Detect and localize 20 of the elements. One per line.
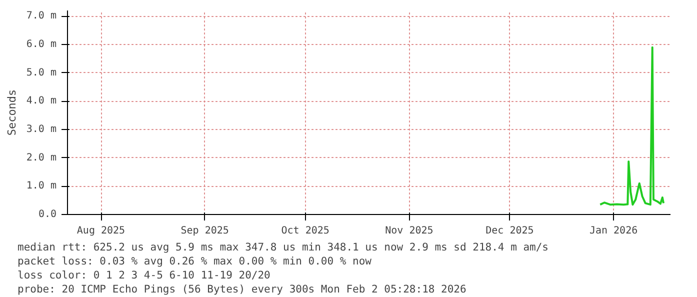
line-series <box>599 46 665 206</box>
y-tick-label: 3.0 m <box>26 124 57 135</box>
text: loss color: 0 1 2 3 4-5 6-10 11-19 20/20 <box>18 270 270 282</box>
text: probe: 20 ICMP Echo Pings (56 Bytes) every 300s Mon Feb 2 05:28:18 2026 <box>18 284 466 296</box>
y-tick-label: 1.0 m <box>26 180 57 192</box>
text: median rtt: 625.2 us avg 5.9 ms max 347.8 us min 348.1 us now 2.9 ms sd 218.4 m am/s <box>18 242 549 254</box>
y-tick-label: 4.0 m <box>26 96 57 107</box>
x-tick-label: Aug 2025 <box>76 226 126 236</box>
y-tick-label: 5.0 m <box>26 67 57 78</box>
text: packet loss: 0.03 % avg 0.26 % max 0.00 % min 0.00 % now <box>18 256 372 268</box>
y-tick-label: 7.0 m <box>26 10 57 22</box>
x-tick-label: Dec 2025 <box>486 226 534 236</box>
y-tick-label: 6.0 m <box>26 39 57 50</box>
x-tick-label: Nov 2025 <box>385 226 434 236</box>
x-tick-label: Sep 2025 <box>180 226 229 236</box>
y-tick-label: 2.0 m <box>26 152 57 164</box>
y-axis-title: Seconds <box>5 89 18 136</box>
x-tick-label: Jan 2026 <box>589 226 638 236</box>
x-tick-label: Oct 2025 <box>281 226 330 236</box>
y-tick-label: 0.0 <box>38 209 56 220</box>
